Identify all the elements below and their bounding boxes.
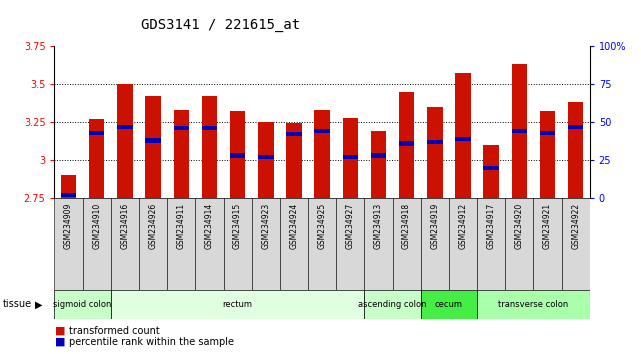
- Text: transformed count: transformed count: [69, 326, 160, 336]
- Bar: [314, 110, 330, 198]
- Bar: [568, 102, 583, 198]
- Text: GSM234923: GSM234923: [262, 203, 271, 249]
- Bar: [455, 73, 470, 198]
- Bar: [252, 198, 280, 290]
- Text: GSM234921: GSM234921: [543, 203, 552, 249]
- Text: GSM234909: GSM234909: [64, 203, 73, 249]
- Bar: [111, 198, 139, 290]
- Text: GSM234925: GSM234925: [317, 203, 327, 249]
- Bar: [111, 290, 364, 319]
- Bar: [258, 155, 274, 159]
- Bar: [370, 154, 386, 158]
- Bar: [308, 198, 336, 290]
- Bar: [54, 198, 83, 290]
- Bar: [196, 198, 224, 290]
- Bar: [230, 154, 246, 158]
- Bar: [117, 125, 133, 129]
- Bar: [483, 145, 499, 198]
- Bar: [117, 84, 133, 198]
- Bar: [54, 290, 111, 319]
- Bar: [477, 290, 590, 319]
- Bar: [364, 290, 420, 319]
- Bar: [512, 129, 527, 133]
- Text: tissue: tissue: [3, 299, 32, 309]
- Text: percentile rank within the sample: percentile rank within the sample: [69, 337, 234, 347]
- Text: GSM234924: GSM234924: [290, 203, 299, 249]
- Text: transverse colon: transverse colon: [498, 300, 569, 309]
- Bar: [420, 290, 477, 319]
- Bar: [83, 198, 111, 290]
- Bar: [174, 110, 189, 198]
- Bar: [61, 176, 76, 198]
- Text: GSM234919: GSM234919: [430, 203, 439, 249]
- Bar: [89, 131, 104, 135]
- Text: GSM234922: GSM234922: [571, 203, 580, 249]
- Bar: [370, 131, 386, 198]
- Text: GSM234918: GSM234918: [402, 203, 411, 249]
- Text: ascending colon: ascending colon: [358, 300, 427, 309]
- Text: GSM234926: GSM234926: [149, 203, 158, 249]
- Bar: [364, 198, 392, 290]
- Text: GSM234915: GSM234915: [233, 203, 242, 249]
- Text: GSM234920: GSM234920: [515, 203, 524, 249]
- Text: sigmoid colon: sigmoid colon: [53, 300, 112, 309]
- Bar: [174, 126, 189, 130]
- Text: GSM234914: GSM234914: [205, 203, 214, 249]
- Text: GDS3141 / 221615_at: GDS3141 / 221615_at: [141, 18, 300, 32]
- Bar: [342, 155, 358, 159]
- Bar: [562, 198, 590, 290]
- Bar: [568, 125, 583, 129]
- Bar: [533, 198, 562, 290]
- Bar: [427, 140, 442, 144]
- Text: GSM234913: GSM234913: [374, 203, 383, 249]
- Bar: [342, 118, 358, 198]
- Bar: [455, 137, 470, 141]
- Text: GSM234912: GSM234912: [458, 203, 467, 249]
- Text: GSM234916: GSM234916: [121, 203, 129, 249]
- Bar: [392, 198, 420, 290]
- Bar: [540, 131, 555, 135]
- Bar: [146, 138, 161, 143]
- Text: cecum: cecum: [435, 300, 463, 309]
- Bar: [399, 141, 414, 145]
- Bar: [202, 96, 217, 198]
- Bar: [230, 112, 246, 198]
- Bar: [427, 107, 442, 198]
- Bar: [477, 198, 505, 290]
- Text: ■: ■: [54, 337, 65, 347]
- Bar: [224, 198, 252, 290]
- Bar: [286, 132, 302, 136]
- Text: rectum: rectum: [222, 300, 253, 309]
- Bar: [286, 123, 302, 198]
- Bar: [280, 198, 308, 290]
- Bar: [61, 193, 76, 197]
- Bar: [399, 92, 414, 198]
- Text: ▶: ▶: [35, 299, 43, 309]
- Bar: [139, 198, 167, 290]
- Bar: [336, 198, 364, 290]
- Bar: [483, 166, 499, 170]
- Bar: [167, 198, 196, 290]
- Bar: [258, 122, 274, 198]
- Bar: [146, 96, 161, 198]
- Text: GSM234910: GSM234910: [92, 203, 101, 249]
- Text: GSM234917: GSM234917: [487, 203, 495, 249]
- Bar: [449, 198, 477, 290]
- Bar: [89, 119, 104, 198]
- Bar: [202, 126, 217, 130]
- Bar: [420, 198, 449, 290]
- Text: ■: ■: [54, 326, 65, 336]
- Bar: [314, 129, 330, 133]
- Bar: [540, 112, 555, 198]
- Text: GSM234911: GSM234911: [177, 203, 186, 249]
- Bar: [512, 64, 527, 198]
- Bar: [505, 198, 533, 290]
- Text: GSM234927: GSM234927: [345, 203, 354, 249]
